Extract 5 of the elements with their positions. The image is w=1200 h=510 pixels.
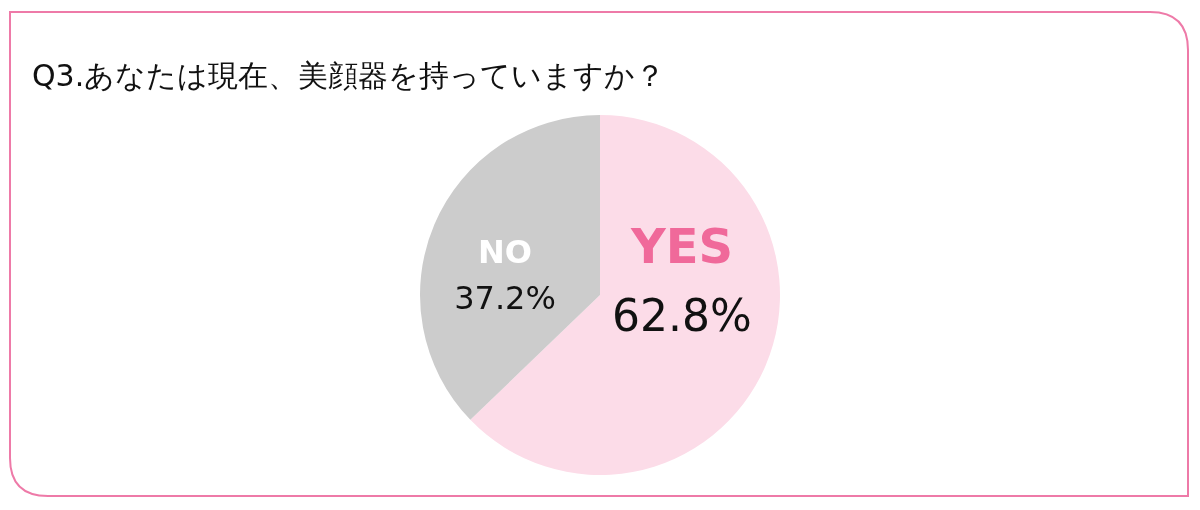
data-label: 37.2%: [454, 279, 556, 317]
slice-label: YES: [629, 218, 734, 274]
data-label: 62.8%: [612, 290, 752, 341]
pie-slice: [420, 115, 600, 420]
chart-title: Q3.あなたは現在、美顔器を持っていますか？: [32, 58, 666, 93]
